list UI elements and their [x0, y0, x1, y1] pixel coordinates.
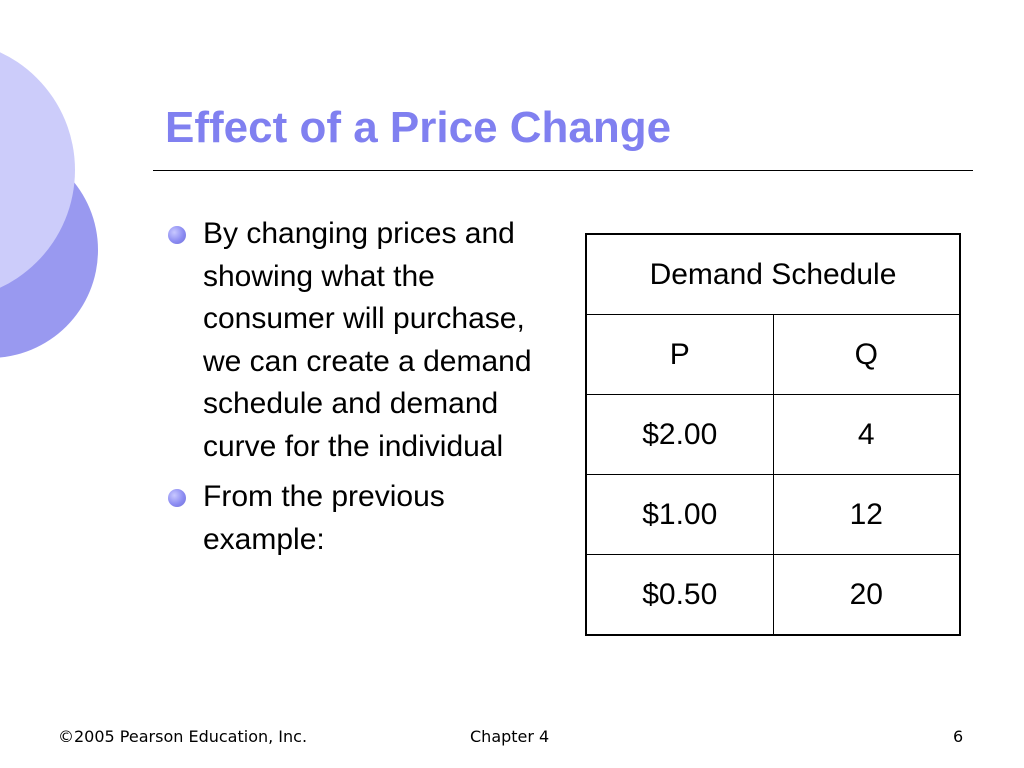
table-row: $2.00 4	[585, 394, 961, 475]
bullet-item: By changing prices and showing what the …	[166, 213, 556, 468]
footer-page-number: 6	[953, 727, 964, 746]
price-cell: $2.00	[585, 394, 774, 475]
price-cell: $1.00	[585, 474, 774, 555]
quantity-cell: 4	[772, 394, 961, 475]
bullet-text: From the previous example:	[203, 480, 445, 556]
decorative-circles	[0, 52, 98, 358]
table-caption-row: Demand Schedule	[585, 233, 961, 315]
column-header-price: P	[585, 314, 774, 395]
table-header-row: P Q	[585, 314, 961, 395]
bullet-item: From the previous example:	[166, 476, 556, 561]
bullet-icon	[168, 489, 186, 507]
footer-chapter: Chapter 4	[470, 727, 550, 746]
quantity-cell: 12	[772, 474, 961, 555]
bullet-icon	[168, 226, 186, 244]
demand-schedule-table: Demand Schedule P Q $2.00 4 $1.00 12 $0.…	[585, 233, 961, 636]
slide-title: Effect of a Price Change	[165, 103, 672, 152]
quantity-cell: 20	[772, 554, 961, 636]
title-divider	[153, 170, 973, 171]
column-header-quantity: Q	[772, 314, 961, 395]
price-cell: $0.50	[585, 554, 774, 636]
front-circle	[0, 52, 75, 288]
table-row: $0.50 20	[585, 554, 961, 636]
table-row: $1.00 12	[585, 474, 961, 555]
table-caption: Demand Schedule	[585, 233, 961, 315]
bullet-text: By changing prices and showing what the …	[203, 217, 532, 463]
bullet-list: By changing prices and showing what the …	[166, 213, 556, 569]
footer-copyright: ©2005 Pearson Education, Inc.	[58, 727, 308, 746]
